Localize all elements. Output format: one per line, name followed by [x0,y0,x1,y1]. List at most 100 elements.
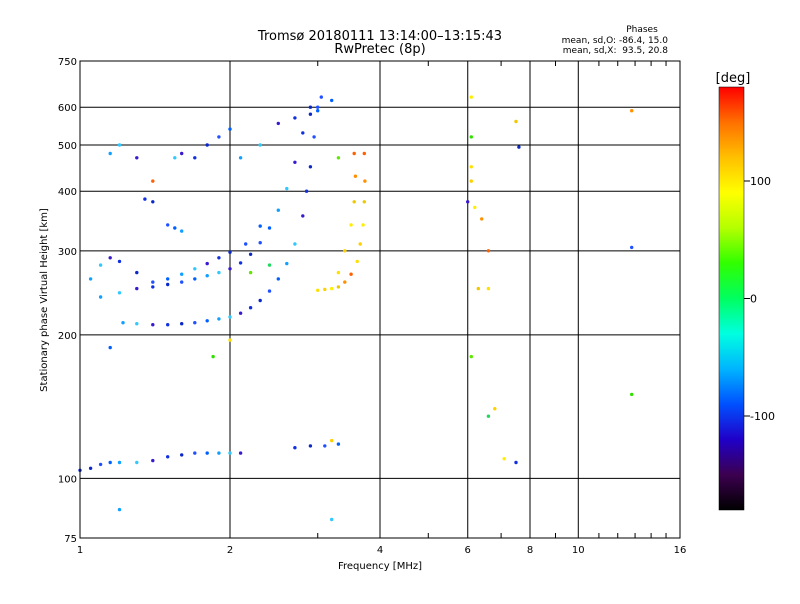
data-point [228,451,232,455]
data-point [193,451,197,455]
phases-o-readout: mean, sd,O: -86.4, 15.0 [562,36,669,46]
chart-subtitle: RwPretec (8p) [334,42,425,57]
data-point [293,446,297,450]
data-point [630,392,634,397]
data-point [362,151,366,156]
chart-title: Tromsø 20180111 13:14:00–13:15:43 [257,29,502,44]
x-tick-label: 2 [227,545,233,556]
data-point [151,458,155,463]
colorbar [718,86,745,511]
data-point [98,295,103,299]
data-point [349,223,353,227]
data-point [330,286,334,291]
data-point [205,451,209,455]
data-point [308,165,313,169]
data-point [143,197,147,201]
x-tick-label: 8 [527,545,533,556]
x-tick-label: 1 [77,545,83,556]
x-tick-label: 6 [465,545,471,556]
data-point [308,444,313,448]
data-point [205,261,209,266]
data-point [469,179,473,183]
data-point [193,267,197,271]
data-point [228,267,232,271]
data-point [166,282,170,287]
data-point [330,438,334,443]
data-point [135,322,139,326]
data-point [293,116,297,120]
data-point [630,109,634,113]
data-point [308,105,313,109]
data-point [514,460,518,465]
data-point [108,256,112,260]
y-axis-label: Stationary phase Virtual Height [km] [39,208,50,392]
data-point [469,95,473,99]
data-point [151,179,155,183]
data-point [117,291,122,295]
data-point [180,272,184,276]
data-point [228,338,232,342]
data-point [312,135,316,139]
data-point [352,151,356,156]
data-point [476,286,480,291]
data-point [473,205,477,210]
colorbar-label: [deg] [716,71,751,86]
data-point [361,223,365,227]
data-point [228,250,232,254]
y-tick-label: 400 [58,187,77,198]
data-point [217,270,221,275]
data-point [117,460,122,465]
data-point [217,451,221,455]
colorbar-ticks: 100 0 -100 [744,175,775,423]
data-point [486,249,491,253]
data-point [244,242,248,246]
data-point [205,319,209,323]
data-point [238,261,243,265]
data-point [486,286,491,291]
data-point [336,156,341,160]
data-point [336,270,341,275]
grid-lines [80,61,680,538]
data-point [316,288,320,292]
x-tick-label: 10 [572,545,585,556]
data-point [248,252,253,256]
data-point [135,286,139,291]
data-point [493,407,497,411]
data-point [304,189,309,193]
data-point [117,259,122,264]
data-point [180,453,184,457]
y-tick-label: 500 [58,141,77,152]
x-tick-label: 16 [674,545,687,556]
data-point [238,311,243,315]
data-point [238,451,243,455]
data-point [630,245,634,250]
data-point [258,298,262,303]
data-point [217,135,221,139]
data-point [248,270,253,275]
data-point [469,354,473,359]
data-point [267,289,272,293]
data-point [276,277,280,281]
data-point [173,156,177,160]
data-point [180,151,184,156]
data-point [151,200,155,204]
data-point [193,277,197,281]
data-point [330,98,334,103]
data-point [98,462,103,467]
y-tick-label: 100 [58,474,77,485]
data-point [469,165,473,169]
data-point [486,414,491,418]
data-point [166,223,170,227]
data-point [323,444,327,448]
data-point [248,306,253,310]
data-point [205,274,209,278]
data-point [293,242,297,246]
data-point [217,256,221,260]
data-point [108,460,112,465]
data-point [135,460,139,465]
data-point [151,280,155,284]
data-point [173,226,177,230]
data-point [258,241,262,245]
